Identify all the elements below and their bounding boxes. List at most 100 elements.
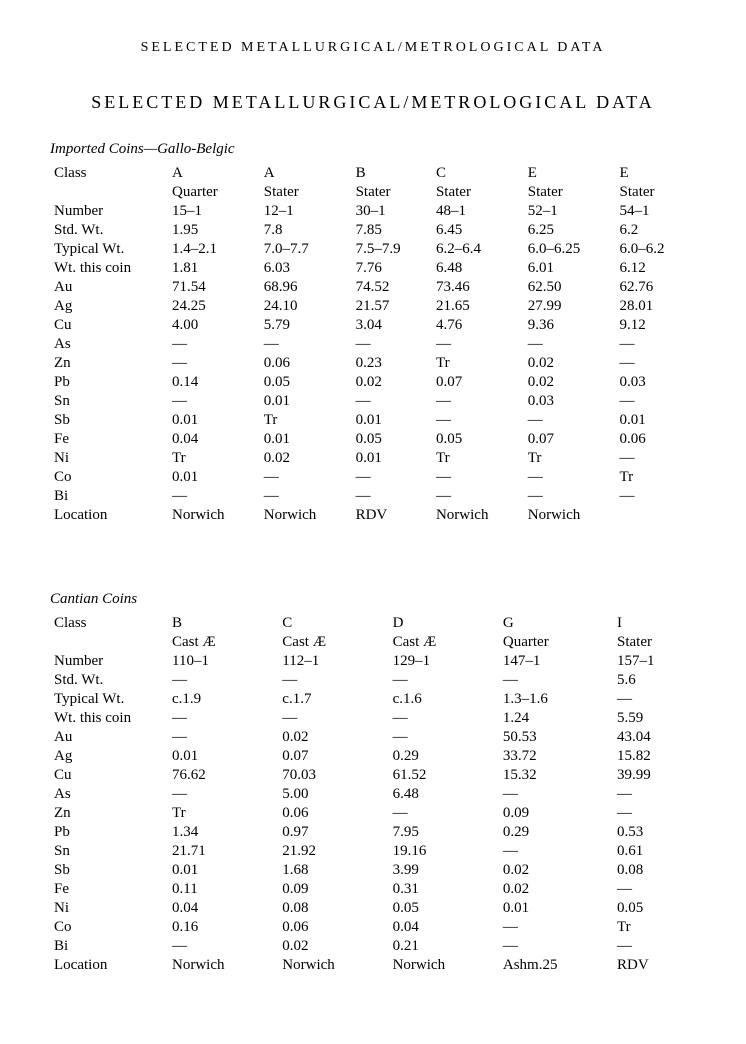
data-cell: — — [278, 671, 388, 690]
data-cell: 0.31 — [389, 880, 499, 899]
data-cell: — — [168, 671, 278, 690]
data-cell: 0.05 — [432, 430, 524, 449]
row-label: Zn — [50, 804, 168, 823]
data-cell: 1.4–2.1 — [168, 240, 260, 259]
row-label: Ag — [50, 297, 168, 316]
data-cell: Stater — [616, 183, 696, 202]
data-cell: E — [524, 164, 616, 183]
data-cell: 0.05 — [260, 373, 352, 392]
data-cell: A — [260, 164, 352, 183]
data-cell: Stater — [524, 183, 616, 202]
data-cell: 0.01 — [260, 430, 352, 449]
data-cell: 110–1 — [168, 652, 278, 671]
data-cell: Tr — [616, 468, 696, 487]
data-cell: 70.03 — [278, 766, 388, 785]
data-cell: 6.2 — [616, 221, 696, 240]
data-cell: RDV — [613, 956, 696, 975]
data-cell: 0.16 — [168, 918, 278, 937]
data-cell: 0.01 — [499, 899, 613, 918]
data-cell: 28.01 — [616, 297, 696, 316]
data-cell: 68.96 — [260, 278, 352, 297]
data-cell: 6.2–6.4 — [432, 240, 524, 259]
data-cell: — — [432, 335, 524, 354]
data-cell: Cast Æ — [168, 633, 278, 652]
data-cell: 0.07 — [524, 430, 616, 449]
data-cell: 24.25 — [168, 297, 260, 316]
data-cell: — — [613, 880, 696, 899]
data-cell: 6.12 — [616, 259, 696, 278]
data-cell: 147–1 — [499, 652, 613, 671]
data-cell: — — [260, 335, 352, 354]
data-cell: 0.97 — [278, 823, 388, 842]
data-cell: Norwich — [524, 506, 616, 525]
data-cell: 157–1 — [613, 652, 696, 671]
data-cell: c.1.6 — [389, 690, 499, 709]
data-cell: 15–1 — [168, 202, 260, 221]
row-label: As — [50, 785, 168, 804]
data-cell: — — [613, 690, 696, 709]
data-cell: 1.81 — [168, 259, 260, 278]
data-cell: 0.01 — [616, 411, 696, 430]
data-cell: Norwich — [389, 956, 499, 975]
data-cell: 0.02 — [499, 861, 613, 880]
data-cell: 54–1 — [616, 202, 696, 221]
data-cell: — — [616, 354, 696, 373]
data-cell: 0.01 — [352, 411, 432, 430]
data-cell: 0.01 — [260, 392, 352, 411]
data-cell: 6.03 — [260, 259, 352, 278]
data-cell: 0.02 — [352, 373, 432, 392]
data-cell: c.1.9 — [168, 690, 278, 709]
data-cell: — — [499, 937, 613, 956]
data-cell: — — [168, 709, 278, 728]
data-cell: 6.01 — [524, 259, 616, 278]
data-cell: 6.45 — [432, 221, 524, 240]
data-cell: Tr — [613, 918, 696, 937]
row-label: Sb — [50, 411, 168, 430]
data-cell: Norwich — [168, 506, 260, 525]
data-cell: 0.04 — [168, 430, 260, 449]
data-cell: Quarter — [168, 183, 260, 202]
data-cell: — — [616, 487, 696, 506]
data-cell: E — [616, 164, 696, 183]
table1: ClassAABCEEQuarterStaterStaterStaterStat… — [50, 164, 696, 525]
data-cell: 0.06 — [260, 354, 352, 373]
row-label: Pb — [50, 373, 168, 392]
data-cell: I — [613, 614, 696, 633]
row-label: Bi — [50, 487, 168, 506]
running-head: SELECTED METALLURGICAL/METROLOGICAL DATA — [50, 40, 696, 56]
data-cell: Norwich — [278, 956, 388, 975]
data-cell: 5.79 — [260, 316, 352, 335]
data-cell: Stater — [613, 633, 696, 652]
data-cell: 76.62 — [168, 766, 278, 785]
data-cell: 62.50 — [524, 278, 616, 297]
data-cell: B — [168, 614, 278, 633]
data-cell: 0.02 — [260, 449, 352, 468]
row-label: Wt. this coin — [50, 709, 168, 728]
data-cell: — — [168, 785, 278, 804]
data-cell: — — [524, 335, 616, 354]
data-cell: 0.53 — [613, 823, 696, 842]
data-cell: 5.00 — [278, 785, 388, 804]
data-cell: 7.76 — [352, 259, 432, 278]
data-cell: — — [524, 411, 616, 430]
row-label: As — [50, 335, 168, 354]
data-cell: A — [168, 164, 260, 183]
data-cell: B — [352, 164, 432, 183]
data-cell: 48–1 — [432, 202, 524, 221]
data-cell: Stater — [260, 183, 352, 202]
data-cell: 0.09 — [499, 804, 613, 823]
data-cell: 62.76 — [616, 278, 696, 297]
row-label: Au — [50, 728, 168, 747]
data-cell: — — [168, 354, 260, 373]
data-cell: Tr — [524, 449, 616, 468]
data-cell: 24.10 — [260, 297, 352, 316]
data-cell: 19.16 — [389, 842, 499, 861]
data-cell: 112–1 — [278, 652, 388, 671]
data-cell: — — [613, 785, 696, 804]
row-label: Fe — [50, 880, 168, 899]
data-cell: Stater — [432, 183, 524, 202]
data-cell: — — [278, 709, 388, 728]
row-label: Wt. this coin — [50, 259, 168, 278]
data-cell: 1.68 — [278, 861, 388, 880]
data-cell: — — [389, 804, 499, 823]
